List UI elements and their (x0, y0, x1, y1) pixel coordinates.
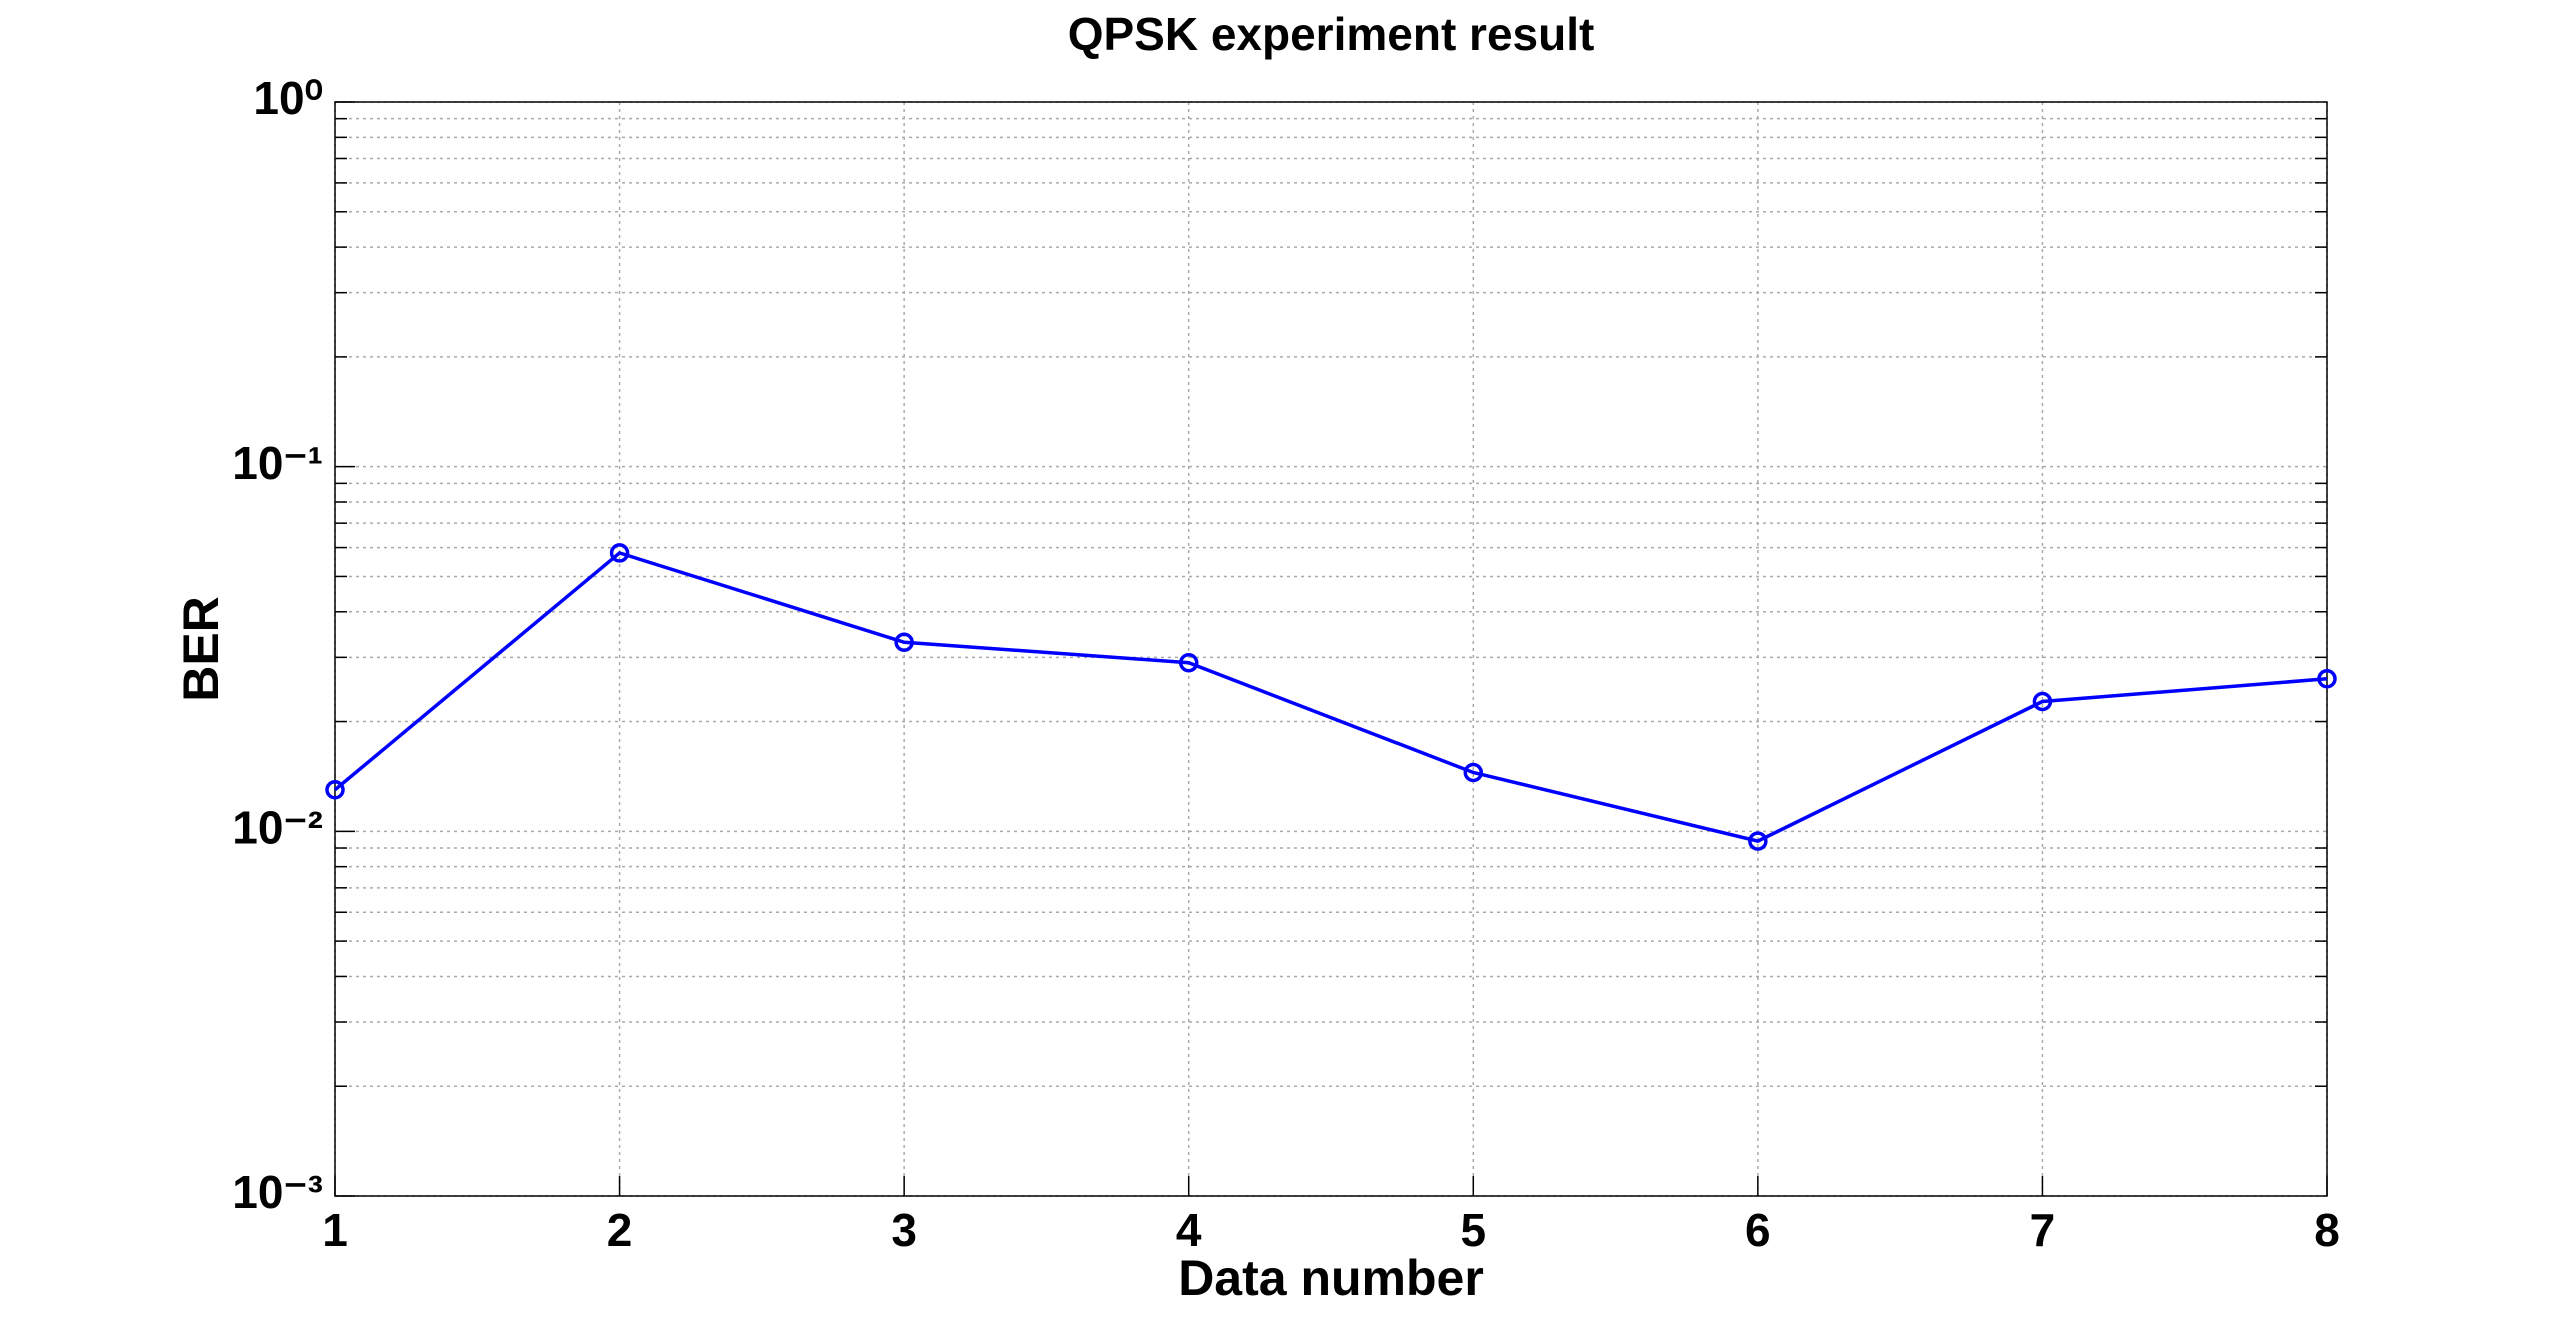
y-tick-label: 10⁻³ (232, 1166, 323, 1218)
y-tick-label: 10⁻² (232, 801, 323, 853)
data-point (2032, 691, 2053, 712)
data-point (609, 543, 630, 563)
data-line (333, 550, 2328, 843)
chart-title: QPSK experiment result (1068, 8, 1595, 60)
x-tick-label: 7 (2030, 1204, 2056, 1256)
x-tick-label: 5 (1460, 1204, 1486, 1256)
data-point (1748, 831, 1768, 851)
data-point (2317, 669, 2337, 689)
x-tick-label: 3 (891, 1204, 917, 1256)
y-tick-label: 10⁰ (253, 72, 323, 124)
x-tick-label: 1 (322, 1204, 348, 1256)
x-tick-label: 6 (1745, 1204, 1771, 1256)
data-point (1178, 652, 1199, 673)
y-tick-label: 10⁻¹ (232, 437, 323, 489)
data-point (325, 780, 345, 800)
y-axis-label: BER (173, 596, 229, 702)
data-point (1463, 762, 1484, 783)
x-tick-label: 8 (2314, 1204, 2340, 1256)
plot-frame (334, 101, 2328, 1197)
x-tick-label: 2 (607, 1204, 633, 1256)
data-point (894, 632, 914, 652)
x-axis-label: Data number (1178, 1250, 1484, 1306)
x-tick-label: 4 (1176, 1204, 1202, 1256)
